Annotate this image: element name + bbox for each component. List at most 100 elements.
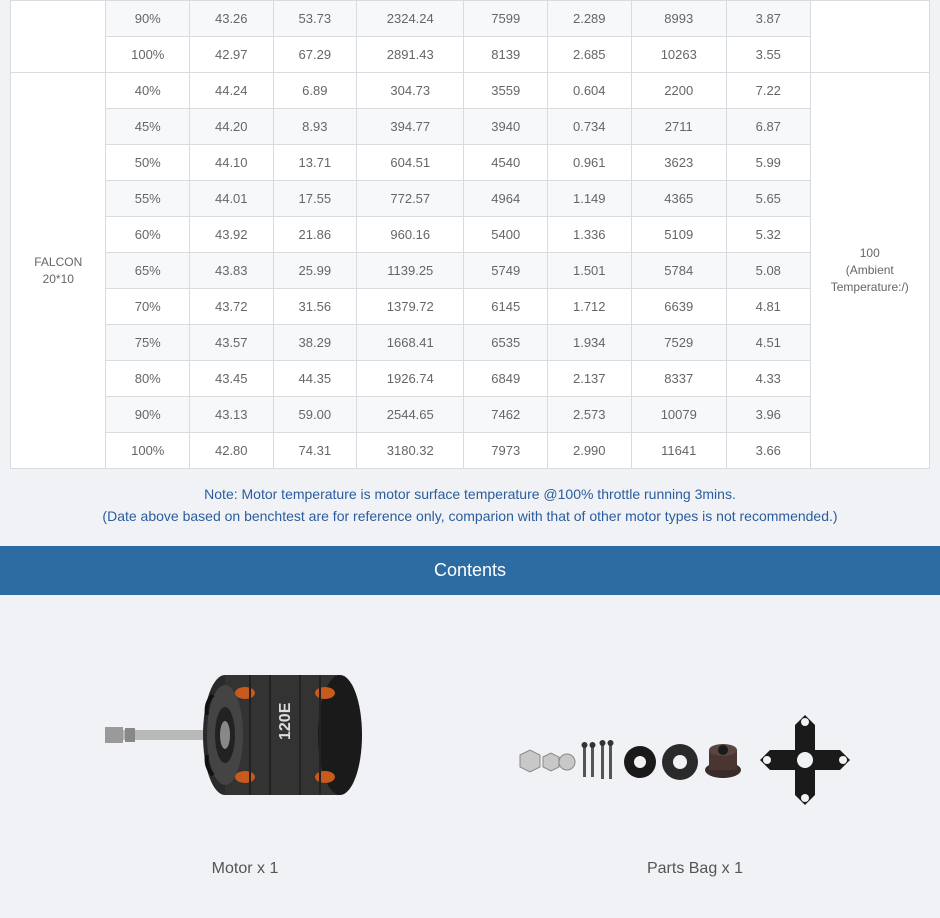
cell: 960.16	[357, 217, 464, 253]
cell: 2200	[631, 73, 726, 109]
cell: 772.57	[357, 181, 464, 217]
footnote-line1: Note: Motor temperature is motor surface…	[20, 483, 920, 505]
cell: 5.32	[727, 217, 811, 253]
cell: 1.501	[548, 253, 632, 289]
cell: 3940	[464, 109, 548, 145]
cell: 5749	[464, 253, 548, 289]
cell: 1.712	[548, 289, 632, 325]
cell: 5109	[631, 217, 726, 253]
cell: 59.00	[273, 397, 357, 433]
spec-table-container: 90%43.2653.732324.2475992.28989933.87100…	[0, 0, 940, 469]
cell: 42.97	[190, 37, 274, 73]
cell: 45%	[106, 109, 190, 145]
cell: 4.33	[727, 361, 811, 397]
cell: 5.99	[727, 145, 811, 181]
cell: 1379.72	[357, 289, 464, 325]
cell: 7.22	[727, 73, 811, 109]
cell: 70%	[106, 289, 190, 325]
cell: 40%	[106, 73, 190, 109]
cell: 6145	[464, 289, 548, 325]
cell: 3.55	[727, 37, 811, 73]
cell: 10263	[631, 37, 726, 73]
cell: 1.934	[548, 325, 632, 361]
cell: 67.29	[273, 37, 357, 73]
contents-header: Contents	[0, 546, 940, 595]
cell: 5784	[631, 253, 726, 289]
cell: 8337	[631, 361, 726, 397]
motor-caption: Motor x 1	[20, 860, 470, 878]
group-label-prev	[11, 1, 106, 73]
cell: 4.81	[727, 289, 811, 325]
cell: 6849	[464, 361, 548, 397]
cell: 3.96	[727, 397, 811, 433]
cell: 44.01	[190, 181, 274, 217]
parts-illustration	[505, 695, 885, 825]
cell: 7973	[464, 433, 548, 469]
cell: 80%	[106, 361, 190, 397]
cell: 1926.74	[357, 361, 464, 397]
cell: 11641	[631, 433, 726, 469]
cell: 13.71	[273, 145, 357, 181]
cell: 1.149	[548, 181, 632, 217]
cell: 394.77	[357, 109, 464, 145]
product-motor: 120E Motor x 1	[20, 645, 470, 878]
cell: 4365	[631, 181, 726, 217]
footnote-line2: (Date above based on benchtest are for r…	[20, 505, 920, 527]
temp-cell: 100(Ambient Temperature:/)	[810, 73, 929, 469]
cell: 43.26	[190, 1, 274, 37]
cell: 3.87	[727, 1, 811, 37]
cell: 4964	[464, 181, 548, 217]
cell: 17.55	[273, 181, 357, 217]
cell: 8993	[631, 1, 726, 37]
product-parts: Parts Bag x 1	[470, 695, 920, 878]
cell: 2.289	[548, 1, 632, 37]
cell: 31.56	[273, 289, 357, 325]
cell: 6.89	[273, 73, 357, 109]
cell: 25.99	[273, 253, 357, 289]
cell: 53.73	[273, 1, 357, 37]
cell: 60%	[106, 217, 190, 253]
cell: 1668.41	[357, 325, 464, 361]
cell: 90%	[106, 397, 190, 433]
svg-text:120E: 120E	[277, 702, 294, 740]
cell: 1.336	[548, 217, 632, 253]
footnote: Note: Motor temperature is motor surface…	[0, 469, 940, 546]
cell: 100%	[106, 37, 190, 73]
cell: 65%	[106, 253, 190, 289]
cell: 0.604	[548, 73, 632, 109]
cell: 2711	[631, 109, 726, 145]
cell: 3559	[464, 73, 548, 109]
cell: 2544.65	[357, 397, 464, 433]
cell: 3.66	[727, 433, 811, 469]
cell: 3623	[631, 145, 726, 181]
cell: 43.72	[190, 289, 274, 325]
cell: 2.137	[548, 361, 632, 397]
cell: 2324.24	[357, 1, 464, 37]
cell: 43.83	[190, 253, 274, 289]
spec-table: 90%43.2653.732324.2475992.28989933.87100…	[10, 0, 930, 469]
cell: 3180.32	[357, 433, 464, 469]
temp-cell-prev	[810, 1, 929, 73]
parts-caption: Parts Bag x 1	[470, 860, 920, 878]
cell: 7529	[631, 325, 726, 361]
cell: 4.51	[727, 325, 811, 361]
cell: 604.51	[357, 145, 464, 181]
cell: 6639	[631, 289, 726, 325]
cell: 2891.43	[357, 37, 464, 73]
cell: 43.45	[190, 361, 274, 397]
cell: 2.573	[548, 397, 632, 433]
contents-area: 120E Motor x 1	[0, 595, 940, 918]
cell: 75%	[106, 325, 190, 361]
cell: 0.961	[548, 145, 632, 181]
cell: 8.93	[273, 109, 357, 145]
cell: 10079	[631, 397, 726, 433]
cell: 6.87	[727, 109, 811, 145]
cell: 4540	[464, 145, 548, 181]
cell: 5.65	[727, 181, 811, 217]
cell: 100%	[106, 433, 190, 469]
cell: 42.80	[190, 433, 274, 469]
cell: 74.31	[273, 433, 357, 469]
cell: 2.990	[548, 433, 632, 469]
cell: 2.685	[548, 37, 632, 73]
cell: 43.13	[190, 397, 274, 433]
